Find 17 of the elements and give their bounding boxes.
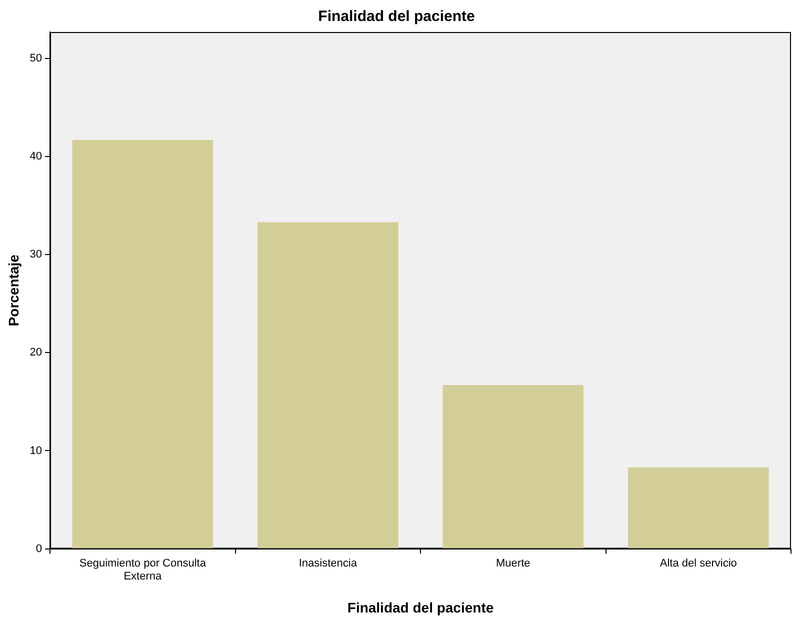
bar	[628, 467, 769, 548]
x-tick-label: Seguimiento por Consulta Externa	[79, 557, 207, 583]
bar	[442, 385, 584, 548]
x-tick-label: Alta del servicio	[660, 557, 737, 570]
y-tick-label: 30	[30, 248, 42, 261]
x-tick-label: Muerte	[496, 557, 530, 570]
y-tick-label: 0	[36, 542, 42, 555]
bar	[258, 222, 398, 548]
x-tick-label: Inasistencia	[298, 557, 358, 570]
x-axis-title: Finalidad del paciente	[347, 599, 494, 616]
chart-title: Finalidad del paciente	[318, 8, 475, 26]
y-tick-label: 20	[30, 346, 42, 359]
y-tick-label: 10	[30, 444, 42, 457]
y-tick-label: 40	[30, 150, 42, 163]
bar	[72, 140, 214, 548]
y-axis-title: Porcentaje	[5, 254, 22, 326]
y-tick-label: 50	[30, 52, 42, 65]
